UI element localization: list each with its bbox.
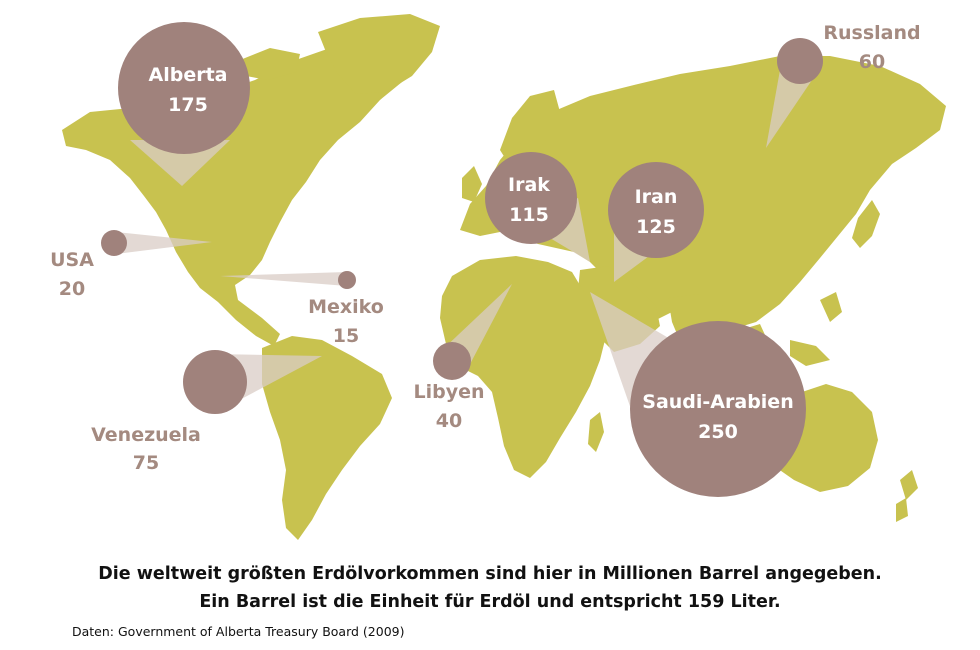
map-caption: Die weltweit größten Erdölvorkommen sind… bbox=[0, 560, 980, 616]
alberta-bubble bbox=[118, 22, 250, 154]
venezuela-name: Venezuela bbox=[91, 424, 201, 446]
south-america-shape bbox=[262, 336, 392, 540]
alberta-pointer bbox=[130, 140, 230, 186]
africa-shape bbox=[440, 256, 606, 478]
iran-value: 125 bbox=[636, 216, 676, 238]
north-america-shape bbox=[62, 38, 420, 346]
saudi-arabien-pointer bbox=[590, 292, 672, 412]
russland-value: 60 bbox=[859, 51, 885, 73]
alberta-name: Alberta bbox=[149, 64, 228, 86]
libyen-name: Libyen bbox=[413, 381, 484, 403]
usa-pointer bbox=[116, 232, 212, 254]
saudi-arabien-name: Saudi-Arabien bbox=[642, 391, 793, 413]
mexiko-name: Mexiko bbox=[308, 296, 384, 318]
data-source-note: Daten: Government of Alberta Treasury Bo… bbox=[72, 624, 405, 639]
japan-shape bbox=[852, 200, 880, 248]
irak-bubble bbox=[485, 152, 577, 244]
usa-name: USA bbox=[50, 249, 94, 271]
caption-line-1: Die weltweit größten Erdölvorkommen sind… bbox=[98, 564, 882, 584]
irak-name: Irak bbox=[508, 174, 550, 196]
saudi-arabien-value: 250 bbox=[698, 421, 738, 443]
caption-line-2: Ein Barrel ist die Einheit für Erdöl und… bbox=[199, 592, 781, 612]
reserve-bubbles bbox=[101, 22, 823, 497]
greenland-shape bbox=[318, 14, 440, 94]
world-oil-reserves-map: Alberta 175 Irak 115 Iran 125 Saudi-Arab… bbox=[50, 14, 946, 540]
mexiko-value: 15 bbox=[333, 325, 359, 347]
scandinavia-shape bbox=[500, 90, 560, 166]
russland-pointer bbox=[766, 70, 812, 148]
irak-value: 115 bbox=[509, 204, 549, 226]
venezuela-bubble bbox=[183, 350, 247, 414]
libyen-bubble bbox=[433, 342, 471, 380]
russland-bubble bbox=[777, 38, 823, 84]
madagascar-shape bbox=[588, 412, 604, 452]
saudi-arabien-bubble bbox=[630, 321, 806, 497]
mexiko-bubble bbox=[338, 271, 356, 289]
new-zealand-shape bbox=[896, 470, 918, 522]
usa-value: 20 bbox=[59, 278, 85, 300]
alberta-value: 175 bbox=[168, 94, 208, 116]
libyen-value: 40 bbox=[436, 410, 462, 432]
iran-name: Iran bbox=[635, 186, 678, 208]
usa-bubble bbox=[101, 230, 127, 256]
reserve-labels: Alberta 175 Irak 115 Iran 125 Saudi-Arab… bbox=[50, 22, 921, 474]
venezuela-value: 75 bbox=[133, 452, 159, 474]
british-isles-shape bbox=[462, 166, 482, 202]
russland-name: Russland bbox=[823, 22, 920, 44]
mexiko-pointer bbox=[220, 272, 347, 286]
iran-bubble bbox=[608, 162, 704, 258]
eurasia-shape bbox=[460, 56, 946, 330]
